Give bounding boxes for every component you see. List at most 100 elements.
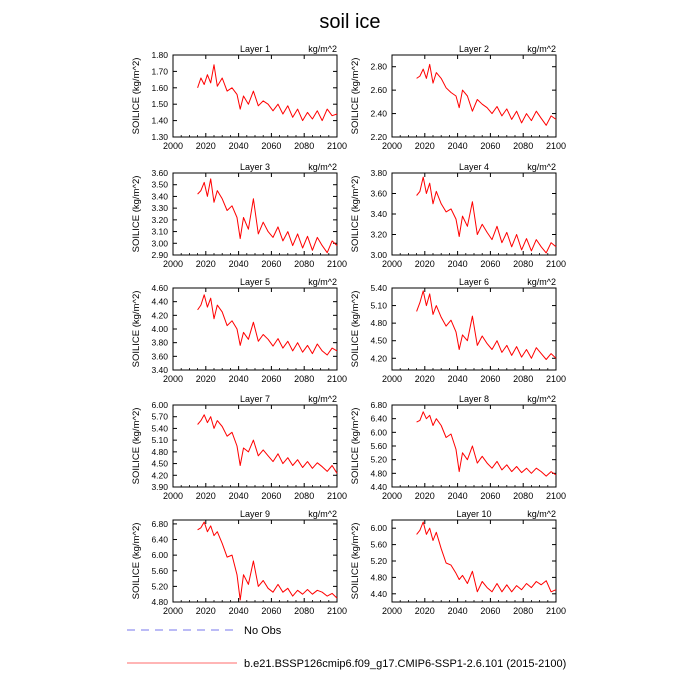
- x-tick-label: 2060: [480, 606, 500, 616]
- y-axis-label: SOILICE (kg/m^2): [350, 408, 361, 485]
- x-tick-label: 2100: [327, 141, 347, 151]
- x-tick-label: 2060: [480, 259, 500, 269]
- x-tick-label: 2080: [513, 141, 533, 151]
- plot-frame: [172, 172, 338, 256]
- x-tick-label: 2080: [294, 374, 314, 384]
- y-tick-label: 6.40: [151, 535, 168, 545]
- y-tick-label: 3.40: [370, 209, 387, 219]
- y-tick-label: 1.50: [151, 99, 168, 109]
- x-tick-label: 2100: [327, 491, 347, 501]
- y-tick-label: 5.40: [370, 283, 387, 293]
- x-tick-label: 2100: [546, 374, 566, 384]
- x-tick-label: 2100: [327, 259, 347, 269]
- plot-frame: [391, 404, 557, 488]
- x-tick-label: 2040: [229, 374, 249, 384]
- x-tick-label: 2060: [261, 259, 281, 269]
- x-tick-label: 2080: [294, 491, 314, 501]
- x-tick-label: 2000: [382, 374, 402, 384]
- panel-layer-6: 2000 2020 2040 2060 2080 2100 4.20 4.50 4.80 5.10…: [350, 277, 566, 384]
- y-tick-label: 3.30: [151, 203, 168, 213]
- y-tick-label: 1.60: [151, 83, 168, 93]
- y-axis-label: SOILICE (kg/m^2): [131, 291, 142, 368]
- x-tick-label: 2000: [163, 259, 183, 269]
- y-tick-label: 4.80: [370, 572, 387, 582]
- series-line: [416, 63, 557, 126]
- y-tick-label: 1.70: [151, 66, 168, 76]
- panel-title: Layer 6: [459, 277, 489, 287]
- y-tick-label: 6.80: [370, 400, 387, 410]
- y-tick-label: 2.60: [370, 85, 387, 95]
- x-tick-label: 2040: [229, 141, 249, 151]
- x-tick-label: 2080: [513, 606, 533, 616]
- x-tick-label: 2080: [294, 259, 314, 269]
- y-tick-label: 3.90: [151, 482, 168, 492]
- panel-units: kg/m^2: [308, 394, 337, 404]
- x-tick-label: 2040: [229, 606, 249, 616]
- series-line: [197, 521, 338, 601]
- x-tick-label: 2020: [196, 374, 216, 384]
- y-tick-label: 3.50: [151, 180, 168, 190]
- y-tick-label: 3.80: [370, 168, 387, 178]
- y-axis-label: SOILICE (kg/m^2): [131, 58, 142, 135]
- y-tick-label: 4.20: [370, 353, 387, 363]
- plot-frame: [391, 519, 557, 603]
- y-tick-label: 4.20: [151, 310, 168, 320]
- x-tick-label: 2000: [163, 491, 183, 501]
- y-tick-label: 5.40: [151, 423, 168, 433]
- x-tick-label: 2000: [382, 606, 402, 616]
- x-tick-label: 2020: [415, 141, 435, 151]
- panel-units: kg/m^2: [308, 277, 337, 287]
- panel-title: Layer 4: [459, 162, 489, 172]
- x-tick-label: 2060: [261, 141, 281, 151]
- panel-title: Layer 2: [459, 44, 489, 54]
- plot-frame: [391, 54, 557, 138]
- x-tick-label: 2020: [196, 259, 216, 269]
- panel-units: kg/m^2: [527, 394, 556, 404]
- panel-title: Layer 7: [240, 394, 270, 404]
- y-tick-label: 4.80: [370, 468, 387, 478]
- y-tick-label: 4.40: [370, 482, 387, 492]
- panel-units: kg/m^2: [527, 509, 556, 519]
- panel-layer-5: 2000 2020 2040 2060 2080 2100 3.40 3.60 3.80 4.00…: [131, 277, 347, 384]
- y-tick-label: 4.20: [151, 470, 168, 480]
- x-tick-label: 2080: [294, 141, 314, 151]
- y-tick-label: 1.40: [151, 116, 168, 126]
- x-tick-label: 2040: [229, 259, 249, 269]
- panel-layer-3: 2000 2020 2040 2060 2080 2100 2.90 3.003.10 3.20…: [131, 162, 347, 269]
- panel-units: kg/m^2: [308, 44, 337, 54]
- x-tick-label: 2060: [480, 141, 500, 151]
- y-tick-label: 6.00: [370, 427, 387, 437]
- y-tick-label: 3.40: [151, 191, 168, 201]
- x-tick-label: 2080: [513, 259, 533, 269]
- panel-units: kg/m^2: [308, 509, 337, 519]
- y-tick-label: 5.10: [151, 435, 168, 445]
- y-tick-label: 3.60: [151, 168, 168, 178]
- y-tick-label: 4.50: [151, 459, 168, 469]
- legend-model-label: b.e21.BSSP126cmip6.f09_g17.CMIP6-SSP1-2.…: [244, 658, 566, 670]
- panel-layer-2: 2000 2020 2040 2060 2080 2100 2.20 2.40 2.60 2.80…: [350, 44, 566, 151]
- x-tick-label: 2060: [261, 606, 281, 616]
- series-line: [197, 64, 338, 122]
- y-axis-label: SOILICE (kg/m^2): [131, 523, 142, 600]
- x-tick-label: 2100: [546, 259, 566, 269]
- series-line: [197, 294, 338, 356]
- x-tick-label: 2040: [448, 606, 468, 616]
- x-tick-label: 2000: [163, 141, 183, 151]
- x-tick-label: 2080: [513, 374, 533, 384]
- y-axis-label: SOILICE (kg/m^2): [131, 176, 142, 253]
- y-tick-label: 2.20: [370, 132, 387, 142]
- series-line: [416, 411, 557, 477]
- x-tick-label: 2000: [382, 491, 402, 501]
- x-tick-label: 2020: [196, 491, 216, 501]
- y-tick-label: 4.00: [151, 324, 168, 334]
- panel-title: Layer 5: [240, 277, 270, 287]
- y-tick-label: 3.10: [151, 227, 168, 237]
- panel-layer-1: 2000 2020 2040 2060 2080 2100 1.30 1.40 1.50 1.60…: [131, 44, 347, 151]
- x-tick-label: 2060: [261, 374, 281, 384]
- x-tick-label: 2020: [415, 606, 435, 616]
- x-tick-label: 2000: [382, 141, 402, 151]
- panel-title: Layer 8: [459, 394, 489, 404]
- x-tick-label: 2100: [327, 374, 347, 384]
- y-axis-label: SOILICE (kg/m^2): [350, 58, 361, 135]
- y-tick-label: 3.80: [151, 338, 168, 348]
